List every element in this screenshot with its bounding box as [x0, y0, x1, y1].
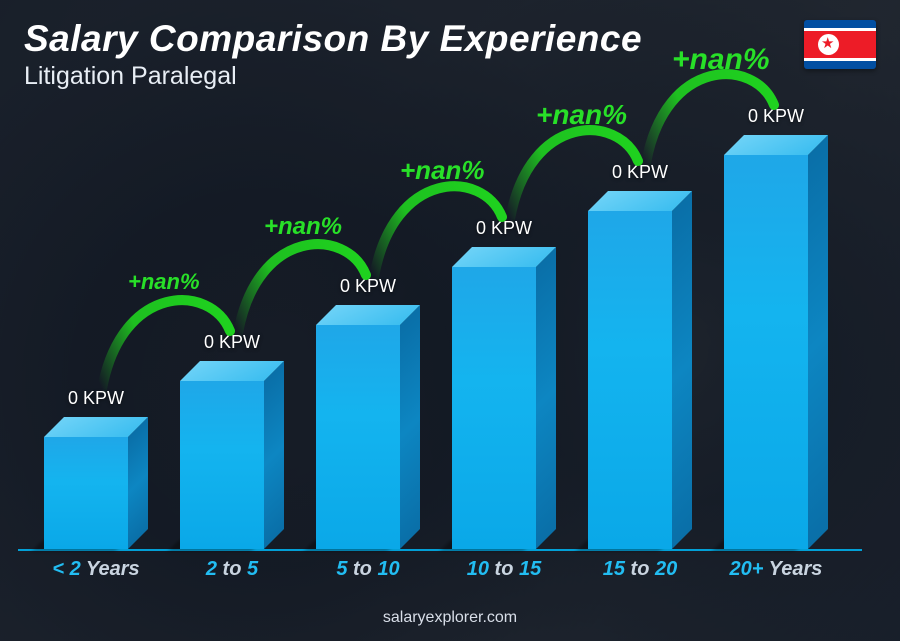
delta-label: +nan% [536, 99, 627, 131]
x-axis-label: 20+ Years [708, 558, 844, 581]
chart-subtitle: Litigation Paralegal [24, 62, 237, 91]
bar-value-label: 0 KPW [204, 332, 260, 353]
bar-value-label: 0 KPW [748, 106, 804, 127]
x-axis-label: 2 to 5 [164, 558, 300, 581]
x-axis-label: 15 to 20 [572, 558, 708, 581]
bar: 0 KPW [588, 191, 692, 549]
bar-chart: 0 KPW < 2 Years 0 KPW 2 to 5 0 KPW 5 to 10 0 K… [28, 120, 852, 581]
bar-value-label: 0 KPW [476, 218, 532, 239]
delta-label: +nan% [128, 269, 200, 295]
source-footer: salaryexplorer.com [0, 609, 900, 627]
bar: 0 KPW [452, 247, 556, 549]
bar: 0 KPW [724, 135, 828, 549]
x-axis-label: < 2 Years [28, 558, 164, 581]
bar-value-label: 0 KPW [68, 388, 124, 409]
bar-value-label: 0 KPW [612, 162, 668, 183]
x-axis-label: 10 to 15 [436, 558, 572, 581]
delta-label: +nan% [400, 155, 485, 186]
bar: 0 KPW [44, 417, 148, 549]
delta-label: +nan% [264, 213, 342, 241]
chart-title: Salary Comparison By Experience [24, 18, 642, 60]
bar-value-label: 0 KPW [340, 276, 396, 297]
delta-label: +nan% [672, 43, 770, 77]
x-axis-label: 5 to 10 [300, 558, 436, 581]
flag-icon-north-korea: ★ [804, 20, 876, 69]
bar: 0 KPW [316, 305, 420, 549]
bar: 0 KPW [180, 361, 284, 549]
chart-canvas: Salary Comparison By Experience Litigati… [0, 0, 900, 641]
